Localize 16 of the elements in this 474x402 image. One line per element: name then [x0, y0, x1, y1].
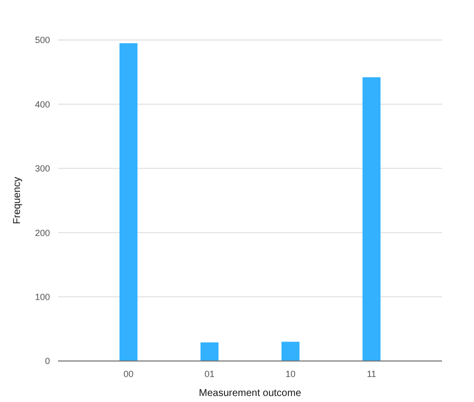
bar: [362, 77, 381, 361]
y-axis-title: Frequency: [12, 176, 23, 224]
bar: [119, 43, 138, 361]
x-tick-label: 01: [204, 369, 214, 379]
x-tick-label: 10: [286, 369, 296, 379]
x-axis-title: Measurement outcome: [198, 388, 302, 399]
x-tick-label: 00: [123, 369, 134, 379]
x-tick-label: 11: [366, 369, 376, 379]
bar: [200, 342, 218, 361]
y-tick-label: 500: [34, 35, 50, 46]
y-tick-label: 300: [34, 164, 50, 174]
y-tick-label: 0: [44, 356, 50, 366]
y-tick-label: 400: [34, 99, 50, 110]
y-tick-label: 200: [34, 228, 50, 238]
bar: [282, 342, 300, 361]
y-tick-label: 100: [34, 292, 50, 302]
